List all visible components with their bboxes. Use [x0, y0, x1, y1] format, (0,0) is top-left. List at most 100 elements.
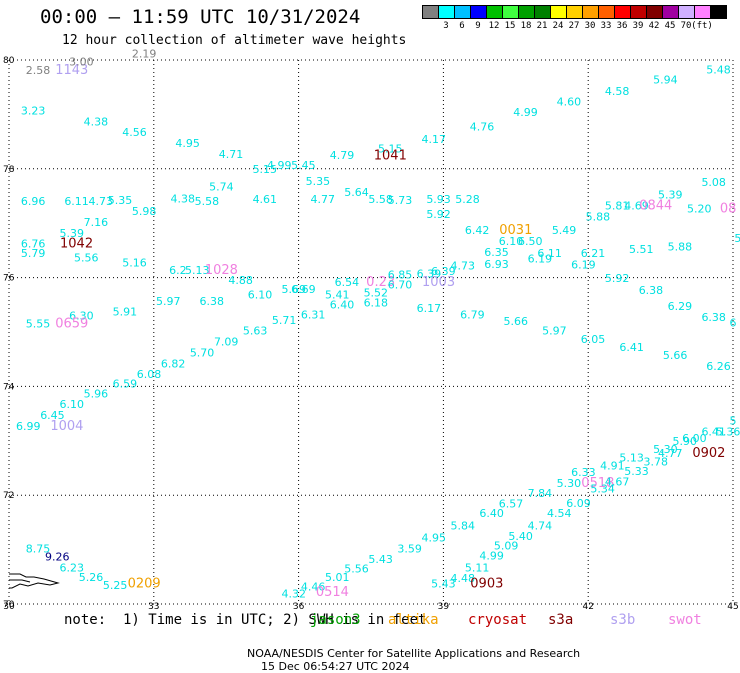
wave-height-label: 4.67: [605, 475, 630, 488]
wave-height-label: 6.39: [431, 265, 456, 278]
latitude-tick-label: 74: [3, 382, 15, 392]
wave-height-label: 5.39: [59, 227, 84, 240]
pass-time-label: 1143: [55, 63, 88, 78]
legend-tick-label: 15: [504, 21, 516, 31]
pass-time-label: 1041: [374, 149, 407, 164]
satellite-altika: altika: [388, 612, 439, 628]
legend-tick-label: 39: [632, 21, 644, 31]
wave-height-label: 7.09: [214, 336, 239, 349]
legend-tick-label: 36: [616, 21, 628, 31]
latitude-tick-label: 76: [3, 274, 15, 284]
wave-height-label: 4.69: [624, 200, 649, 213]
wave-height-label: 5.71: [272, 314, 297, 327]
wave-height-label: 5.92: [426, 208, 451, 221]
legend-unit: (ft): [691, 21, 713, 31]
wave-height-label: 7.84: [528, 487, 553, 500]
wave-height-label: 4.46: [301, 580, 326, 593]
satellite-s3b: s3b: [610, 612, 636, 628]
wave-height-label: 6.39: [417, 268, 442, 281]
wave-height-label: 5.58: [195, 195, 220, 208]
wave-height-label: 6.18: [364, 296, 389, 309]
wave-height-label: 6.17: [417, 302, 442, 315]
wave-height-label: 6.50: [518, 235, 543, 248]
wave-height-label: 5.56: [344, 562, 369, 575]
wave-height-label: 6.35: [484, 246, 509, 259]
wave-height-label: 4.77: [310, 193, 335, 206]
wave-height-label: 4.17: [421, 133, 446, 146]
wave-height-label: 5.73: [388, 194, 413, 207]
wave-height-label: 8.75: [26, 542, 51, 555]
wave-height-label: 5.74: [209, 181, 234, 194]
wave-height-label: 6.38: [199, 295, 224, 308]
wave-height-label: 5.45: [291, 159, 316, 172]
wave-height-label: 5.84: [450, 519, 475, 532]
wave-height-label: 6.85: [388, 269, 413, 282]
wave-height-label: 3.23: [21, 104, 46, 117]
wave-height-label: 5.35: [108, 194, 133, 207]
wave-height-label: 5.51: [629, 243, 654, 256]
wave-height-label: 2.58: [26, 64, 51, 77]
legend-swatch: [710, 5, 727, 19]
wave-height-label: 5.69: [282, 283, 307, 296]
wave-height-label: 6.99: [16, 420, 41, 433]
wave-height-label: 6.21: [581, 247, 606, 260]
wave-height-label: 4.32: [282, 587, 307, 600]
wave-height-label: 5.20: [687, 202, 712, 215]
wave-height-label: 5.41: [325, 288, 350, 301]
wave-height-label: 5.34: [590, 482, 615, 495]
pass-time-label: 0903: [470, 577, 503, 592]
wave-height-label: 6.41: [619, 341, 644, 354]
wave-height-label: 6.93: [484, 258, 509, 271]
wave-height-label: 5: [730, 414, 737, 427]
wave-height-label: 3.00: [69, 55, 94, 68]
pass-time-label: 08: [720, 201, 737, 216]
wave-height-label: 6.38: [639, 284, 664, 297]
wave-height-label: 5.66: [504, 315, 529, 328]
wave-height-label: 6.31: [301, 308, 326, 321]
pass-time-label: 1028: [205, 263, 238, 278]
wave-height-label: 5.25: [103, 579, 128, 592]
longitude-tick-label: 42: [582, 602, 593, 612]
wave-height-label: 4.74: [528, 519, 553, 532]
latitude-tick-label: 70: [3, 600, 15, 610]
longitude-tick-label: 39: [438, 602, 450, 612]
credit-line: NOAA/NESDIS Center for Satellite Applica…: [240, 634, 580, 673]
wave-height-label: 5.16: [122, 257, 147, 270]
wave-height-label: 6.45: [40, 409, 65, 422]
wave-height-label: 5.93: [426, 193, 451, 206]
legend-tick-label: 27: [568, 21, 580, 31]
legend-tick-label: 12: [488, 21, 500, 31]
latitude-tick-label: 78: [3, 165, 15, 175]
wave-height-label: 4.73: [450, 259, 475, 272]
wave-height-label: 5.01: [325, 571, 350, 584]
satellite-jason3: jason3: [310, 612, 361, 628]
wave-height-label: 6.00: [682, 432, 707, 445]
wave-height-label: 5.91: [113, 306, 138, 319]
wave-height-label: 6.05: [581, 333, 606, 346]
wave-height-label: 6.69: [291, 283, 316, 296]
pass-time-label: 0514: [316, 585, 349, 600]
legend-tick-label: 6: [459, 21, 465, 31]
wave-height-label: 6.59: [113, 377, 138, 390]
wave-height-label: 4.48: [450, 572, 475, 585]
wave-height-label: 5.26: [79, 571, 104, 584]
wave-height-label: 5.13: [619, 451, 644, 464]
pass-time-label: 0844: [639, 199, 672, 214]
wave-height-label: 5.63: [243, 325, 268, 338]
wave-height-label: 4.76: [470, 121, 495, 134]
wave-height-label: 5.43: [368, 553, 393, 566]
wave-height-label: 6.10: [59, 398, 84, 411]
wave-height-label: 4.88: [228, 274, 253, 287]
wave-height-label: 5.13: [185, 264, 210, 277]
wave-height-label: 5.98: [132, 205, 157, 218]
wave-height-label: 6.76: [21, 238, 46, 251]
wave-height-label: 4.99: [267, 159, 292, 172]
wave-height-label: 5.64: [344, 186, 369, 199]
wave-height-label: 6.08: [137, 368, 162, 381]
pass-time-label: 0031: [499, 223, 532, 238]
wave-height-label: 5.79: [21, 247, 46, 260]
pass-time-label: 1042: [60, 237, 93, 252]
wave-height-label: 4.54: [547, 507, 572, 520]
wave-height-label: 6.57: [499, 498, 524, 511]
